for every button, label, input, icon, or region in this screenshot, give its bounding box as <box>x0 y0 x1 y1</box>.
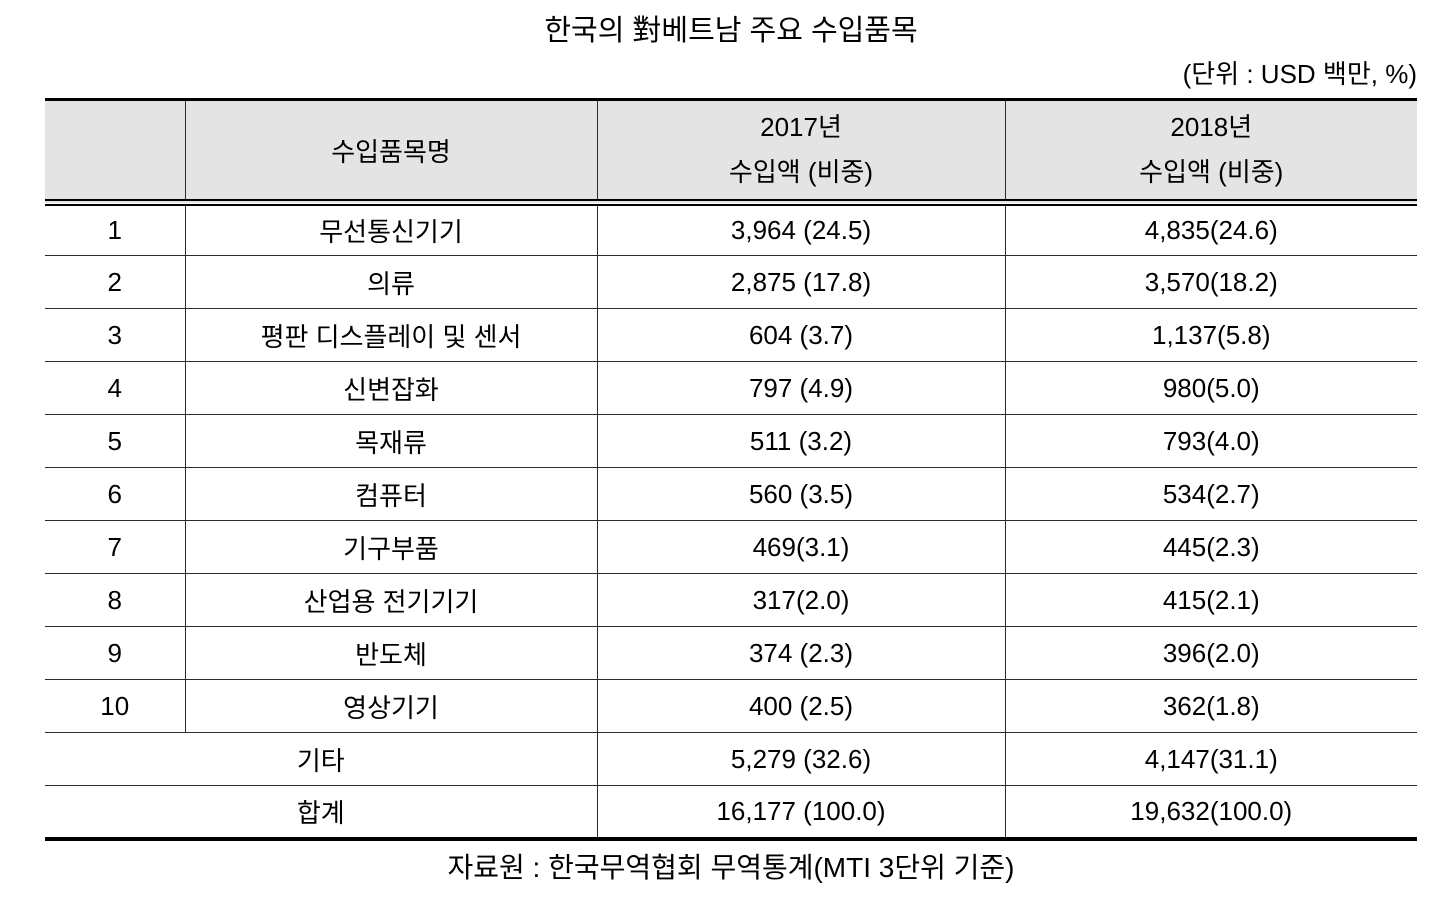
rank-cell: 2 <box>45 255 185 309</box>
value-2018-cell: 1,137(5.8) <box>1004 308 1417 362</box>
item-cell: 평판 디스플레이 및 센서 <box>184 308 597 362</box>
value-2018-cell: 4,147(31.1) <box>1004 732 1417 786</box>
table-row: 5 목재류 511 (3.2) 793(4.0) <box>45 414 1417 468</box>
table-row: 2 의류 2,875 (17.8) 3,570(18.2) <box>45 255 1417 309</box>
rank-cell: 4 <box>45 361 185 415</box>
value-2018-cell: 3,570(18.2) <box>1004 255 1417 309</box>
header-2017-cell: 2017년 수입액 (비중) <box>596 99 1005 206</box>
value-2017-cell: 2,875 (17.8) <box>596 255 1005 309</box>
table-row: 7 기구부품 469(3.1) 445(2.3) <box>45 520 1417 574</box>
value-2017-cell: 797 (4.9) <box>596 361 1005 415</box>
rank-cell: 6 <box>45 467 185 521</box>
item-cell: 기구부품 <box>184 520 597 574</box>
table-row: 10 영상기기 400 (2.5) 362(1.8) <box>45 679 1417 733</box>
item-cell: 신변잡화 <box>184 361 597 415</box>
table-row: 8 산업용 전기기기 317(2.0) 415(2.1) <box>45 573 1417 627</box>
rank-cell: 7 <box>45 520 185 574</box>
summary-row-total: 합계 16,177 (100.0) 19,632(100.0) <box>45 785 1417 839</box>
value-2017-cell: 5,279 (32.6) <box>596 732 1005 786</box>
item-cell: 컴퓨터 <box>184 467 597 521</box>
table-row: 9 반도체 374 (2.3) 396(2.0) <box>45 626 1417 680</box>
summary-label-cell: 기타 <box>45 732 597 786</box>
value-2017-cell: 511 (3.2) <box>596 414 1005 468</box>
value-2017-cell: 469(3.1) <box>596 520 1005 574</box>
header-2017-year: 2017년 <box>760 112 842 142</box>
value-2018-cell: 445(2.3) <box>1004 520 1417 574</box>
table-row: 6 컴퓨터 560 (3.5) 534(2.7) <box>45 467 1417 521</box>
value-2018-cell: 534(2.7) <box>1004 467 1417 521</box>
summary-row-etc: 기타 5,279 (32.6) 4,147(31.1) <box>45 732 1417 786</box>
rank-cell: 3 <box>45 308 185 362</box>
value-2018-cell: 396(2.0) <box>1004 626 1417 680</box>
value-2017-cell: 560 (3.5) <box>596 467 1005 521</box>
source-note: 자료원 : 한국무역협회 무역통계(MTI 3단위 기준) <box>447 851 1015 883</box>
value-2017-cell: 16,177 (100.0) <box>596 785 1005 839</box>
rank-cell: 1 <box>107 215 122 245</box>
table-row: 4 신변잡화 797 (4.9) 980(5.0) <box>45 361 1417 415</box>
header-item-cell: 수입품목명 <box>184 99 597 206</box>
rank-cell: 10 <box>45 679 185 733</box>
value-2017-cell: 400 (2.5) <box>596 679 1005 733</box>
value-2018-cell: 415(2.1) <box>1004 573 1417 627</box>
value-2017-cell: 604 (3.7) <box>596 308 1005 362</box>
table-row: 3 평판 디스플레이 및 센서 604 (3.7) 1,137(5.8) <box>45 308 1417 362</box>
value-2018-cell: 793(4.0) <box>1004 414 1417 468</box>
header-2018-cell: 2018년 수입액 (비중) <box>1004 99 1417 206</box>
item-cell: 산업용 전기기기 <box>184 573 597 627</box>
summary-label-cell: 합계 <box>45 785 597 839</box>
page-title: 한국의 對베트남 주요 수입품목 <box>544 15 918 47</box>
item-cell: 반도체 <box>184 626 597 680</box>
header-2017-subtitle: 수입액 (비중) <box>728 157 874 187</box>
rank-cell: 8 <box>45 573 185 627</box>
item-cell: 의류 <box>184 255 597 309</box>
table-header-row: 수입품목명 2017년 수입액 (비중) 2018년 수입액 (비중) <box>45 99 1417 206</box>
import-items-table: 수입품목명 2017년 수입액 (비중) 2018년 수입액 (비중) 1 무선… <box>45 98 1417 841</box>
rank-cell: 5 <box>45 414 185 468</box>
value-2018-cell: 4,835(24.6) <box>1004 202 1417 256</box>
header-rank-cell <box>45 99 185 206</box>
value-2017-cell: 317(2.0) <box>596 573 1005 627</box>
rank-cell: 9 <box>45 626 185 680</box>
table-row: 1 무선통신기기 3,964 (24.5) 4,835(24.6) <box>45 202 1417 256</box>
header-2018-subtitle: 수입액 (비중) <box>1139 157 1284 187</box>
value-2018-cell: 19,632(100.0) <box>1004 785 1417 839</box>
item-cell: 영상기기 <box>184 679 597 733</box>
value-2018-cell: 362(1.8) <box>1004 679 1417 733</box>
value-2018-cell: 980(5.0) <box>1004 361 1417 415</box>
value-2017-cell: 3,964 (24.5) <box>596 202 1005 256</box>
item-cell: 무선통신기기 <box>184 202 597 256</box>
value-2017-cell: 374 (2.3) <box>596 626 1005 680</box>
item-cell: 목재류 <box>184 414 597 468</box>
header-2018-year: 2018년 <box>1170 112 1253 142</box>
unit-note: (단위 : USD 백만, %) <box>1182 59 1417 89</box>
